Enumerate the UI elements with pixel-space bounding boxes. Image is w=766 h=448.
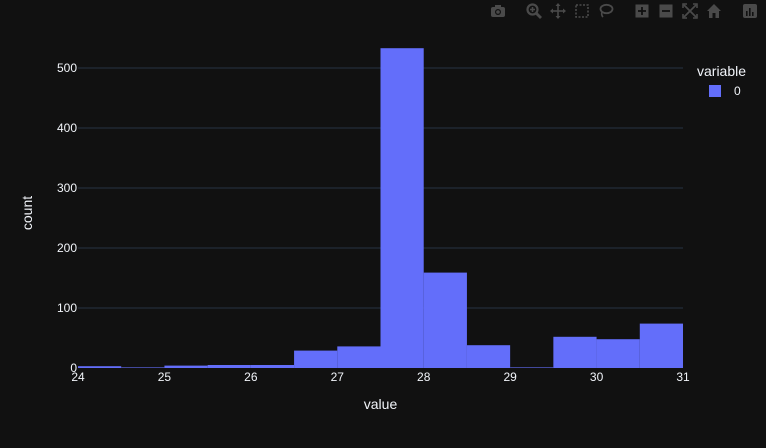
home-icon[interactable] — [704, 2, 724, 20]
y-axis-ticks: 0 100 200 300 400 500 — [57, 61, 77, 375]
lasso-icon[interactable] — [596, 2, 616, 20]
x-tick-label: 30 — [590, 370, 604, 384]
box-select-icon[interactable] — [572, 2, 592, 20]
y-axis-title: count — [19, 196, 35, 230]
legend: variable 0 — [697, 63, 746, 98]
legend-label: 0 — [734, 84, 741, 98]
x-tick-label: 28 — [417, 370, 431, 384]
legend-title: variable — [697, 63, 746, 79]
x-tick-label: 24 — [71, 370, 85, 384]
x-tick-label: 26 — [244, 370, 258, 384]
legend-item[interactable]: 0 — [709, 84, 741, 98]
histogram-bar[interactable] — [596, 339, 640, 368]
histogram-bar[interactable] — [423, 272, 467, 368]
x-tick-label: 29 — [503, 370, 517, 384]
x-tick-label: 25 — [158, 370, 172, 384]
histogram-bars[interactable] — [78, 48, 683, 368]
y-tick-label: 500 — [57, 61, 77, 75]
histogram-bar[interactable] — [466, 345, 511, 368]
autoscale-icon[interactable] — [680, 2, 700, 20]
histogram-bar[interactable] — [639, 323, 683, 368]
y-tick-label: 100 — [57, 301, 77, 315]
pan-icon[interactable] — [548, 2, 568, 20]
y-tick-label: 300 — [57, 181, 77, 195]
histogram-bar[interactable] — [250, 365, 295, 368]
histogram-bar[interactable] — [78, 366, 122, 368]
plotly-logo-icon[interactable] — [740, 2, 760, 20]
zoom-out-icon[interactable] — [656, 2, 676, 20]
y-tick-label: 400 — [57, 121, 77, 135]
legend-swatch[interactable] — [709, 85, 721, 97]
histogram-bar[interactable] — [337, 346, 381, 368]
x-tick-label: 27 — [331, 370, 345, 384]
histogram-bar[interactable] — [164, 365, 208, 368]
histogram-bar[interactable] — [121, 367, 165, 368]
histogram-bar[interactable] — [294, 350, 338, 368]
histogram-bar[interactable] — [207, 365, 251, 368]
x-axis-ticks: 24 25 26 27 28 29 30 31 — [71, 370, 690, 384]
y-tick-label: 0 — [70, 361, 77, 375]
x-axis-title: value — [364, 396, 398, 412]
histogram-bar[interactable] — [510, 367, 554, 368]
zoom-in-icon[interactable] — [632, 2, 652, 20]
x-tick-label: 31 — [676, 370, 690, 384]
camera-icon[interactable] — [488, 2, 508, 20]
zoom-icon[interactable] — [524, 2, 544, 20]
modebar — [484, 2, 760, 20]
histogram-bar[interactable] — [553, 336, 597, 368]
y-tick-label: 200 — [57, 241, 77, 255]
histogram-bar[interactable] — [380, 48, 424, 368]
